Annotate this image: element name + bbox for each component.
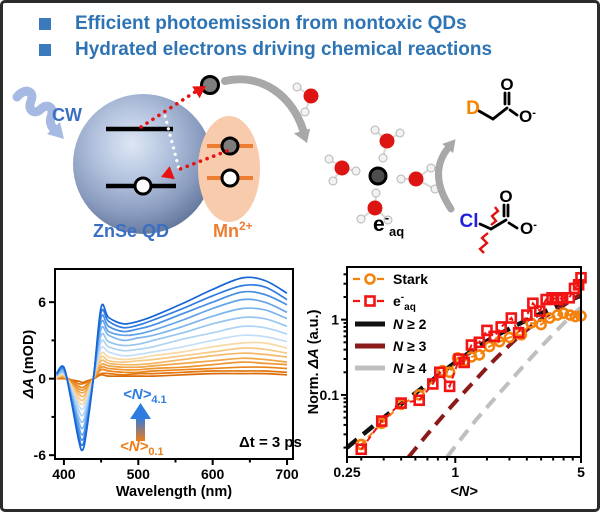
plot-frame [346, 266, 582, 458]
spectrum-curve [56, 341, 288, 406]
spectra-chart-svg: 400 500 600 700 6 0 -6 Wavelength (nm) ΔA (mOD) <… [21, 268, 302, 500]
legend-label: N ≥ 4 [393, 360, 427, 376]
x-axis-label: Wavelength (nm) [116, 484, 232, 500]
water-oxygen-icon [367, 200, 383, 216]
n-top-annotation: <N>4.1 [123, 386, 167, 406]
scaling-chart-panel: 0.25 1 5 1 0.1 <N> Norm. ΔA (a.u.) Stark e-aq N ≥… [306, 255, 595, 507]
y-axis-label: ΔA (mOD) [23, 330, 37, 400]
carboxylate-o-label: O- [520, 219, 537, 238]
spectrum-curve [55, 276, 288, 452]
y-tick-label: 6 [38, 294, 46, 310]
ref-line [407, 292, 583, 459]
bullet-square-icon [39, 44, 51, 56]
spectrum-curve [56, 370, 288, 385]
spectrum-curve [56, 352, 288, 398]
relaxation-dotted-line [163, 114, 181, 171]
reaction-curved-arrow-icon [435, 139, 456, 213]
carbonyl-o-label: O [499, 187, 512, 206]
ejected-electron-icon [200, 75, 220, 95]
spectrum-curve [56, 372, 288, 384]
scaling-chart-svg: 0.25 1 5 1 0.1 <N> Norm. ΔA (a.u.) Stark e-aq N ≥… [306, 266, 587, 500]
qd-hole-icon [133, 176, 153, 196]
series-markers [355, 307, 587, 451]
spectrum-curve [56, 366, 288, 389]
n-gradient-arrow-icon [130, 403, 151, 441]
mn-label: Mn2+ [213, 219, 253, 241]
y-axis-label: Norm. ΔA (a.u.) [307, 309, 322, 414]
delay-annotation: Δt = 3 ps [239, 434, 302, 451]
axis-ticks [341, 273, 582, 463]
cw-label: CW [52, 105, 82, 125]
mn-hole-icon [220, 168, 240, 188]
bullet-square-icon [39, 18, 51, 30]
water-oxygen-icon [303, 88, 319, 104]
cl-atom-label: Cl [460, 211, 479, 232]
ref-line [445, 305, 583, 459]
hole-transfer-arrow-icon [161, 149, 229, 180]
y-tick-label: -6 [34, 447, 47, 463]
hydrated-electron-cluster [292, 82, 440, 225]
x-tick-label: 600 [201, 466, 225, 482]
legend-label: N ≥ 2 [393, 316, 427, 332]
header-text-2: Hydrated electrons driving chemical reac… [75, 39, 493, 60]
spectra-curves [55, 276, 288, 452]
scaling-plot-area: 0.25 1 5 1 0.1 <N> Norm. ΔA (a.u.) Stark e-aq N ≥… [306, 266, 587, 500]
x-tick-label: 400 [52, 466, 76, 482]
spectrum-curve [55, 316, 288, 424]
x-axis-label: <N> [450, 484, 478, 500]
cleaved-bond-squiggle-icon [478, 206, 500, 254]
water-oxygen-icon [408, 171, 424, 187]
legend-label: Stark [393, 271, 428, 287]
header-text-1: Efficient photoemission from nontoxic QD… [75, 13, 467, 34]
znse-qd-label: ZnSe QD [93, 221, 169, 241]
spectrum-curve [55, 298, 288, 436]
spectra-chart-panel: 400 500 600 700 6 0 -6 Wavelength (nm) ΔA (mOD) <… [21, 255, 311, 507]
plot-frame [54, 268, 294, 460]
eaq-label: e-aq [373, 210, 404, 239]
spectrum-curve [55, 325, 288, 417]
y-tick-label: 0 [38, 371, 46, 387]
spectrum-curve [56, 334, 288, 411]
carbonyl-o-label: O [500, 75, 513, 94]
spectra-plot-area: 400 500 600 700 6 0 -6 Wavelength (nm) ΔA (mOD) <… [21, 268, 302, 500]
spectrum-curve [56, 361, 288, 392]
water-oxygen-icon [379, 133, 395, 149]
water-oxygen-icon [334, 160, 350, 176]
n-bottom-annotation: <N>0.1 [120, 438, 164, 458]
legend: Stark e-aq N ≥ 2 N ≥ 3 N ≥ 4 [353, 271, 428, 376]
spectrum-curve [55, 290, 288, 441]
x-tick-label: 700 [275, 466, 299, 482]
series-line [360, 312, 582, 446]
legend-label: e-aq [393, 292, 416, 313]
y-tick-label: 1 [331, 312, 339, 328]
d-atom-label: D [466, 98, 480, 119]
x-tick-label: 500 [127, 466, 151, 482]
header-line-2: Hydrated electrons driving chemical reac… [3, 37, 597, 63]
spectrum-curve [55, 307, 288, 430]
spectrum-curve [56, 357, 288, 394]
y-tick-label: 0.1 [320, 387, 340, 403]
legend-label: N ≥ 3 [393, 338, 427, 354]
x-tick-label: 0.25 [333, 464, 360, 480]
spectrum-curve [56, 347, 288, 402]
cw-excitation-arrow-icon [12, 86, 64, 139]
header-line-1: Efficient photoemission from nontoxic QD… [3, 11, 597, 37]
series-markers [355, 271, 587, 456]
solvated-electron-icon [368, 166, 388, 186]
carboxylate-o-label: O- [519, 107, 536, 126]
scheme-diagram: CW [12, 75, 537, 254]
header: Efficient photoemission from nontoxic QD… [3, 11, 597, 63]
x-tick-label: 1 [451, 464, 459, 480]
x-tick-label: 5 [577, 464, 585, 480]
product-structure: D O O- [466, 75, 536, 126]
electron-ejection-curved-arrow-icon [221, 75, 311, 143]
mn-electron-icon [220, 136, 240, 156]
axis-ticks [49, 301, 289, 465]
photoemission-arrow-icon [139, 86, 206, 129]
reactant-structure: Cl O O- [460, 187, 537, 254]
